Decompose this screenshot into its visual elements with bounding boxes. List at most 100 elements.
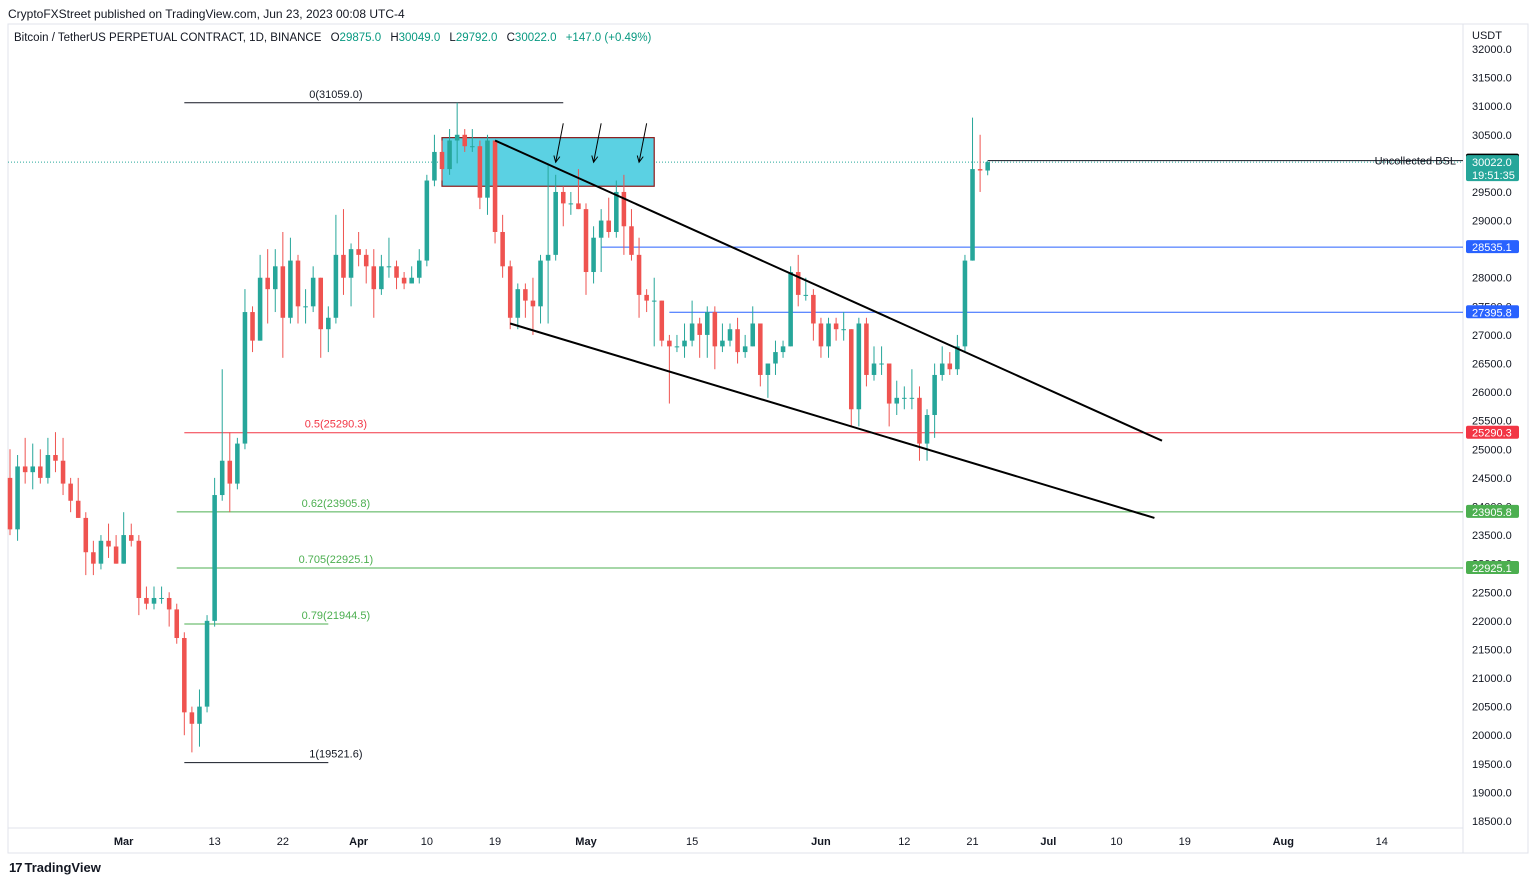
y-tick-label: 19500.0 xyxy=(1472,759,1512,771)
candle-body xyxy=(758,323,763,375)
ohlc-close-value: 30022.0 xyxy=(514,32,557,44)
tradingview-logo-text: TradingView xyxy=(24,860,101,875)
candle-body xyxy=(924,414,930,444)
x-tick-label: May xyxy=(575,836,597,848)
candle-body xyxy=(682,340,687,347)
x-tick-label: 21 xyxy=(966,836,978,848)
candle-body xyxy=(197,706,202,724)
candle-body xyxy=(439,151,445,170)
candle-body xyxy=(795,272,801,295)
tradingview-logo-icon: 17 xyxy=(9,860,23,875)
y-tick-label: 30500.0 xyxy=(1472,130,1512,142)
price-label-box xyxy=(1466,240,1519,254)
candle-body xyxy=(864,323,869,375)
candle-body xyxy=(485,140,490,198)
x-tick-label: 22 xyxy=(277,836,289,848)
candle-body xyxy=(424,180,430,261)
x-tick-label: 10 xyxy=(421,836,433,848)
candle-body xyxy=(811,294,816,324)
candle-body xyxy=(697,323,702,335)
candle-body xyxy=(401,277,407,284)
fib-level-label: 0.705(22925.1) xyxy=(299,554,374,566)
candle-body xyxy=(856,323,862,410)
trendline xyxy=(509,322,1155,519)
candle-body xyxy=(30,466,36,473)
price-label-text: 28535.1 xyxy=(1472,242,1512,254)
y-tick-label: 25000.0 xyxy=(1472,444,1512,456)
candle-body xyxy=(136,540,142,598)
candle-body xyxy=(970,169,975,261)
arrow-shaft xyxy=(638,123,648,163)
tradingview-logo[interactable]: 17 TradingView xyxy=(9,860,101,875)
price-label-text: 22925.1 xyxy=(1472,563,1512,575)
candle-body xyxy=(826,323,831,347)
candle-body xyxy=(22,466,28,473)
candle-body xyxy=(386,266,392,268)
candle-body xyxy=(560,191,566,204)
price-label-box xyxy=(1466,305,1519,319)
candle-body xyxy=(174,609,180,639)
x-tick-label: 12 xyxy=(898,836,910,848)
candle-body xyxy=(803,294,809,296)
candle-body xyxy=(227,460,233,484)
candle-body xyxy=(523,289,528,301)
candle-body xyxy=(348,249,354,278)
price-label-text: 25290.3 xyxy=(1472,428,1512,440)
fib-level-label: 0.5(25290.3) xyxy=(305,419,367,431)
price-label-countdown: 19:51:35 xyxy=(1472,170,1515,182)
arrow-head xyxy=(636,155,644,164)
ohlc-change: +147.0 (+0.49%) xyxy=(565,32,652,44)
candle-body xyxy=(394,266,399,278)
candle-body xyxy=(492,140,498,232)
x-tick-label: 19 xyxy=(489,836,501,848)
arrow-shaft xyxy=(593,123,602,163)
candle-body xyxy=(272,266,278,290)
candle-body xyxy=(568,203,574,205)
price-label-box xyxy=(1466,155,1519,182)
horizontal-levels: Uncollected BSL xyxy=(8,156,1463,313)
candle-body xyxy=(530,300,536,307)
candle-body xyxy=(447,140,452,170)
level-line-label: Uncollected BSL xyxy=(1375,156,1456,168)
x-axis-ticks: Mar 13 22 Apr 10 19 May 15 Jun 12 21 Jul 10 19 Aug 14 xyxy=(114,836,1388,848)
candle-body xyxy=(159,597,164,599)
x-tick-label: Mar xyxy=(114,836,134,848)
y-tick-label: 18500.0 xyxy=(1472,816,1512,828)
ohlc-high-key: H xyxy=(390,32,399,44)
candle-body xyxy=(614,191,619,232)
candle-body xyxy=(932,374,937,415)
candle-body xyxy=(242,312,248,444)
candle-body xyxy=(45,455,51,478)
candle-body xyxy=(879,363,884,365)
candle-body xyxy=(409,277,414,284)
ohlc-close-key: C xyxy=(506,32,515,44)
candle-body xyxy=(470,146,475,148)
candle-body xyxy=(166,597,172,610)
trendline xyxy=(494,139,1163,442)
candle-body xyxy=(553,191,558,255)
candle-body xyxy=(15,466,20,530)
candle-body xyxy=(591,237,596,273)
price-label-text: 27395.8 xyxy=(1472,307,1512,319)
ohlc-open-key: O xyxy=(330,32,340,44)
y-tick-label: 25500.0 xyxy=(1472,416,1512,428)
candle-body xyxy=(515,289,521,318)
candle-body xyxy=(780,346,786,353)
publisher-line: CryptoFXStreet published on TradingView.… xyxy=(8,7,405,21)
y-tick-label: 27000.0 xyxy=(1472,330,1512,342)
price-label-box xyxy=(1466,425,1519,439)
candle-body xyxy=(235,443,240,484)
candle-body xyxy=(947,363,953,370)
candle-body xyxy=(83,517,89,553)
candle-body xyxy=(432,151,437,181)
candle-body xyxy=(189,712,195,724)
candle-body xyxy=(151,597,157,604)
candle-body xyxy=(848,329,854,410)
candle-body xyxy=(651,300,657,302)
ohlc-low-value: 29792.0 xyxy=(455,32,498,44)
candlesticks xyxy=(7,102,990,753)
candle-body xyxy=(212,495,217,621)
candle-body xyxy=(742,346,748,353)
candle-body xyxy=(765,363,771,375)
